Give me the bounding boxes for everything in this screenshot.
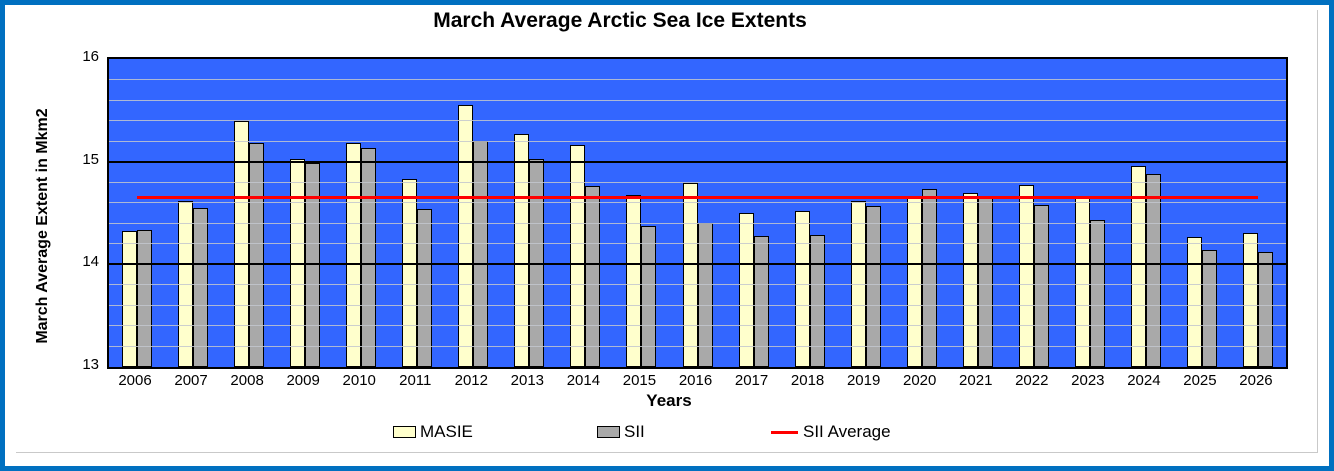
x-tick-label: 2017 — [734, 372, 769, 389]
x-tick-label: 2011 — [399, 372, 432, 389]
gridline-minor — [109, 284, 1286, 286]
x-tick-label: 2013 — [510, 372, 545, 389]
gridline-major — [109, 263, 1286, 266]
x-tick-label: 2009 — [286, 372, 320, 389]
x-tick-label: 2014 — [566, 372, 601, 389]
gridline-minor — [109, 202, 1286, 204]
bar-sii-2024 — [1145, 173, 1161, 367]
gridline-minor — [109, 181, 1286, 183]
bar-sii-2008 — [249, 143, 265, 367]
x-tick-label: 2026 — [1239, 372, 1273, 389]
x-tick-label: 2012 — [454, 372, 488, 389]
chart-title: March Average Arctic Sea Ice Extents — [433, 9, 807, 32]
bar-masie-2009 — [290, 158, 306, 367]
x-axis-title: Years — [646, 391, 692, 410]
x-tick-label: 2019 — [846, 372, 881, 389]
bar-sii-2011 — [417, 208, 433, 367]
bar-masie-2013 — [514, 133, 530, 367]
bar-sii-2023 — [1089, 220, 1105, 367]
y-tick-label: 14 — [82, 253, 99, 271]
x-tick-label: 2023 — [1071, 372, 1105, 389]
bar-masie-2014 — [570, 145, 586, 367]
bar-sii-2015 — [641, 226, 657, 367]
x-tick-label: 2007 — [174, 372, 208, 389]
bar-masie-2012 — [458, 105, 474, 367]
y-tick-label: 16 — [82, 48, 99, 65]
bar-sii-2013 — [529, 158, 545, 367]
legend-sii-average-line-icon — [771, 431, 798, 434]
bar-masie-2016 — [682, 183, 698, 367]
legend-masie-swatch — [393, 426, 416, 438]
bar-masie-2022 — [1018, 185, 1034, 367]
plot-area — [107, 57, 1288, 369]
gridline-minor — [109, 345, 1286, 347]
gridline-minor — [109, 243, 1286, 245]
bar-sii-2014 — [585, 186, 601, 367]
bar-masie-2006 — [122, 231, 138, 367]
bar-sii-2017 — [753, 235, 769, 367]
bar-masie-2011 — [402, 179, 418, 367]
gridline-minor — [109, 79, 1286, 81]
x-tick-label: 2006 — [118, 372, 152, 389]
x-tick-label: 2016 — [678, 372, 713, 389]
bar-masie-2010 — [346, 143, 362, 367]
bar-masie-2019 — [850, 200, 866, 367]
bar-masie-2017 — [738, 213, 754, 367]
gridline-minor — [109, 325, 1286, 327]
bar-sii-2012 — [473, 141, 489, 367]
bar-sii-2020 — [921, 189, 937, 367]
x-tick-label: 2008 — [230, 372, 264, 389]
x-tick-label: 2024 — [1127, 372, 1161, 389]
bar-masie-2018 — [794, 210, 810, 367]
legend-masie-label: MASIE — [420, 422, 473, 441]
x-tick-label: 2010 — [342, 372, 376, 389]
legend-sii-swatch — [597, 426, 620, 438]
legend-sii-average-label: SII Average — [803, 422, 891, 441]
x-tick-label: 2018 — [790, 372, 825, 389]
gridline-minor — [109, 99, 1286, 101]
x-tick-label: 2015 — [622, 372, 657, 389]
bar-masie-2024 — [1130, 165, 1146, 367]
bar-sii-2007 — [193, 207, 209, 367]
legend-sii-label: SII — [624, 422, 645, 441]
x-tick-label: 2021 — [959, 372, 993, 389]
y-tick-label: 15 — [82, 150, 99, 168]
gridline-minor — [109, 304, 1286, 306]
bar-sii-2018 — [809, 234, 825, 367]
sii-average-line — [137, 196, 1258, 200]
gridline-major — [109, 160, 1286, 163]
chart-object-shadow-bottom — [16, 452, 1318, 453]
bar-sii-2025 — [1201, 249, 1217, 367]
gridline-minor — [109, 140, 1286, 142]
x-tick-label: 2020 — [903, 372, 937, 389]
bar-sii-2019 — [865, 205, 881, 367]
bar-sii-2026 — [1257, 252, 1273, 367]
bar-masie-2007 — [178, 200, 194, 367]
gridline-minor — [109, 222, 1286, 224]
bar-masie-2026 — [1242, 232, 1258, 367]
x-tick-label: 2025 — [1183, 372, 1217, 389]
bar-masie-2015 — [626, 194, 642, 367]
y-axis-title: March Average Extent in Mkm2 — [34, 108, 51, 344]
gridline-minor — [109, 120, 1286, 122]
bar-sii-2022 — [1033, 204, 1049, 367]
chart-object-shadow-right — [1317, 10, 1318, 453]
bar-masie-2021 — [962, 193, 978, 367]
bar-masie-2025 — [1186, 236, 1202, 367]
y-tick-label: 13 — [82, 356, 99, 373]
x-tick-label: 2022 — [1015, 372, 1049, 389]
